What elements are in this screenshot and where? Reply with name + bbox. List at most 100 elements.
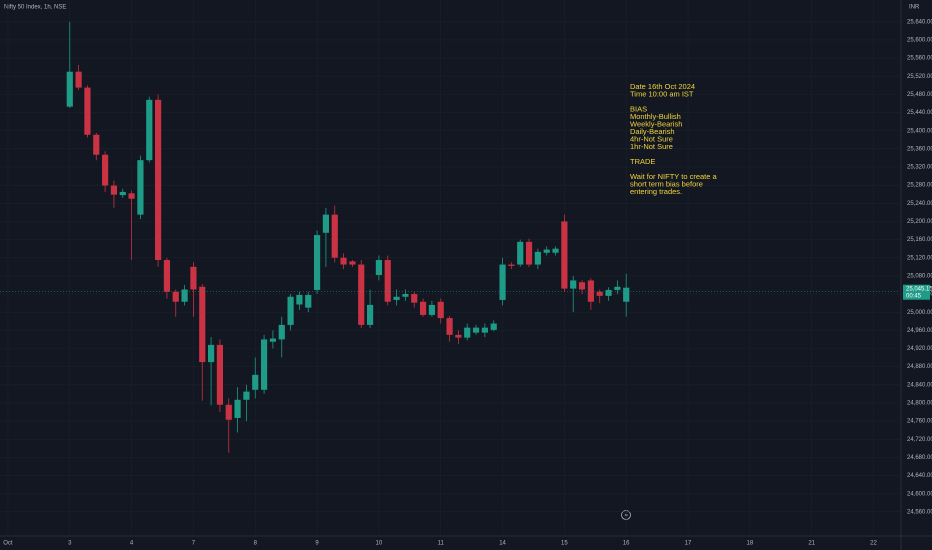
candle-body [102,154,109,186]
candle-body [207,344,215,363]
x-tick-label: 7 [192,541,196,547]
candle-body [181,289,188,302]
annotation-line: short term bias before [630,179,703,188]
candle-body [340,257,347,265]
candle-body [349,261,356,265]
annotation-line: BIAS [630,104,647,113]
candle-body [481,327,488,333]
y-tick-label: 25,120.00 [907,255,932,261]
y-tick-label: 25,360.00 [907,146,932,152]
candle-body [137,160,144,215]
candle-body [472,327,480,333]
candle-body [411,294,418,303]
x-tick-label: 3 [68,541,72,547]
chart-title: Nifty 50 Index, 1h, NSE [4,5,66,11]
y-tick-label: 25,520.00 [907,74,932,80]
y-tick-label: 25,440.00 [907,110,932,116]
annotation-line: 1hr-Not Sure [630,142,673,151]
candle-body [614,286,621,290]
candle-body [305,294,312,308]
annotation-line: Date 16th Oct 2024 [630,82,695,91]
candle-body [278,324,285,340]
candle-body [269,338,277,342]
candle-body [93,134,100,155]
y-tick-label: 25,000.00 [907,310,932,316]
candle-body [499,264,506,300]
x-tick-label: 11 [438,541,445,547]
candle-body [366,304,374,325]
candle-body [110,185,118,195]
candle-body [490,323,497,330]
candle-body [437,301,444,319]
annotation-line: Weekly-Bearish [630,119,682,128]
annotation-line: 4hr-Not Sure [630,134,673,143]
y-tick-label: 24,680.00 [907,455,932,461]
candle-body [313,235,321,290]
y-tick-label: 25,280.00 [907,183,932,189]
y-tick-label: 24,800.00 [907,401,932,407]
x-tick-label: 10 [376,541,383,547]
y-tick-label: 24,840.00 [907,382,932,388]
candle-body [331,214,338,258]
y-tick-label: 24,600.00 [907,491,932,497]
x-tick-label: 8 [254,541,258,547]
y-tick-label: 25,240.00 [907,201,932,207]
candle-body [287,296,294,325]
x-tick-label: 4 [130,541,134,547]
candle-body [393,296,400,300]
y-tick-label: 24,960.00 [907,328,932,334]
annotation-line: Daily-Bearish [630,127,675,136]
candle-body [428,304,435,315]
y-tick-label: 24,720.00 [907,437,932,443]
candle-body [464,327,471,338]
candle-body [552,248,559,253]
y-tick-label: 25,640.00 [907,19,932,25]
candle-body [578,282,586,290]
candle-body [216,344,224,405]
candle-body [119,191,126,196]
candle-body [75,71,82,88]
candle-body [358,264,365,325]
candle-body [172,291,179,302]
candle-body [375,260,382,275]
candle-body [561,221,568,289]
annotation-line: Wait for NIFTY to create a [630,172,718,181]
annotation-line: Time 10:00 am IST [630,89,694,98]
x-tick-label: 17 [685,541,692,547]
y-tick-label: 25,080.00 [907,273,932,279]
candle-body [543,249,550,253]
candle-body [402,294,409,297]
candle-body [296,294,303,305]
candle-body [234,399,241,418]
candle-body [225,404,232,420]
x-tick-label: 21 [808,541,815,547]
candle-body [199,286,206,363]
candle-body [384,260,391,302]
y-tick-label: 25,160.00 [907,237,932,243]
candle-body [190,266,197,290]
x-tick-label: 16 [623,541,630,547]
candle-body [570,280,577,289]
candle-body [128,193,135,199]
currency: INR [909,5,920,11]
candle-body [155,99,162,261]
candle-body [84,87,91,135]
y-tick-label: 25,480.00 [907,92,932,98]
y-tick-label: 25,600.00 [907,38,932,44]
candle-body [419,301,427,315]
y-tick-label: 24,760.00 [907,419,932,425]
candle-body [534,251,541,265]
candle-body [525,241,533,265]
candle-body [260,339,268,390]
x-tick-label: 18 [747,541,754,547]
y-tick-label: 25,400.00 [907,128,932,134]
candle-body [446,318,453,335]
candle-body [252,374,259,390]
candle-body [517,241,524,265]
annotation-line: TRADE [630,157,655,166]
y-tick-label: 25,200.00 [907,219,932,225]
candle-body [623,287,630,302]
annotation-line: Monthly-Bullish [630,112,681,121]
candle-body [243,391,250,400]
